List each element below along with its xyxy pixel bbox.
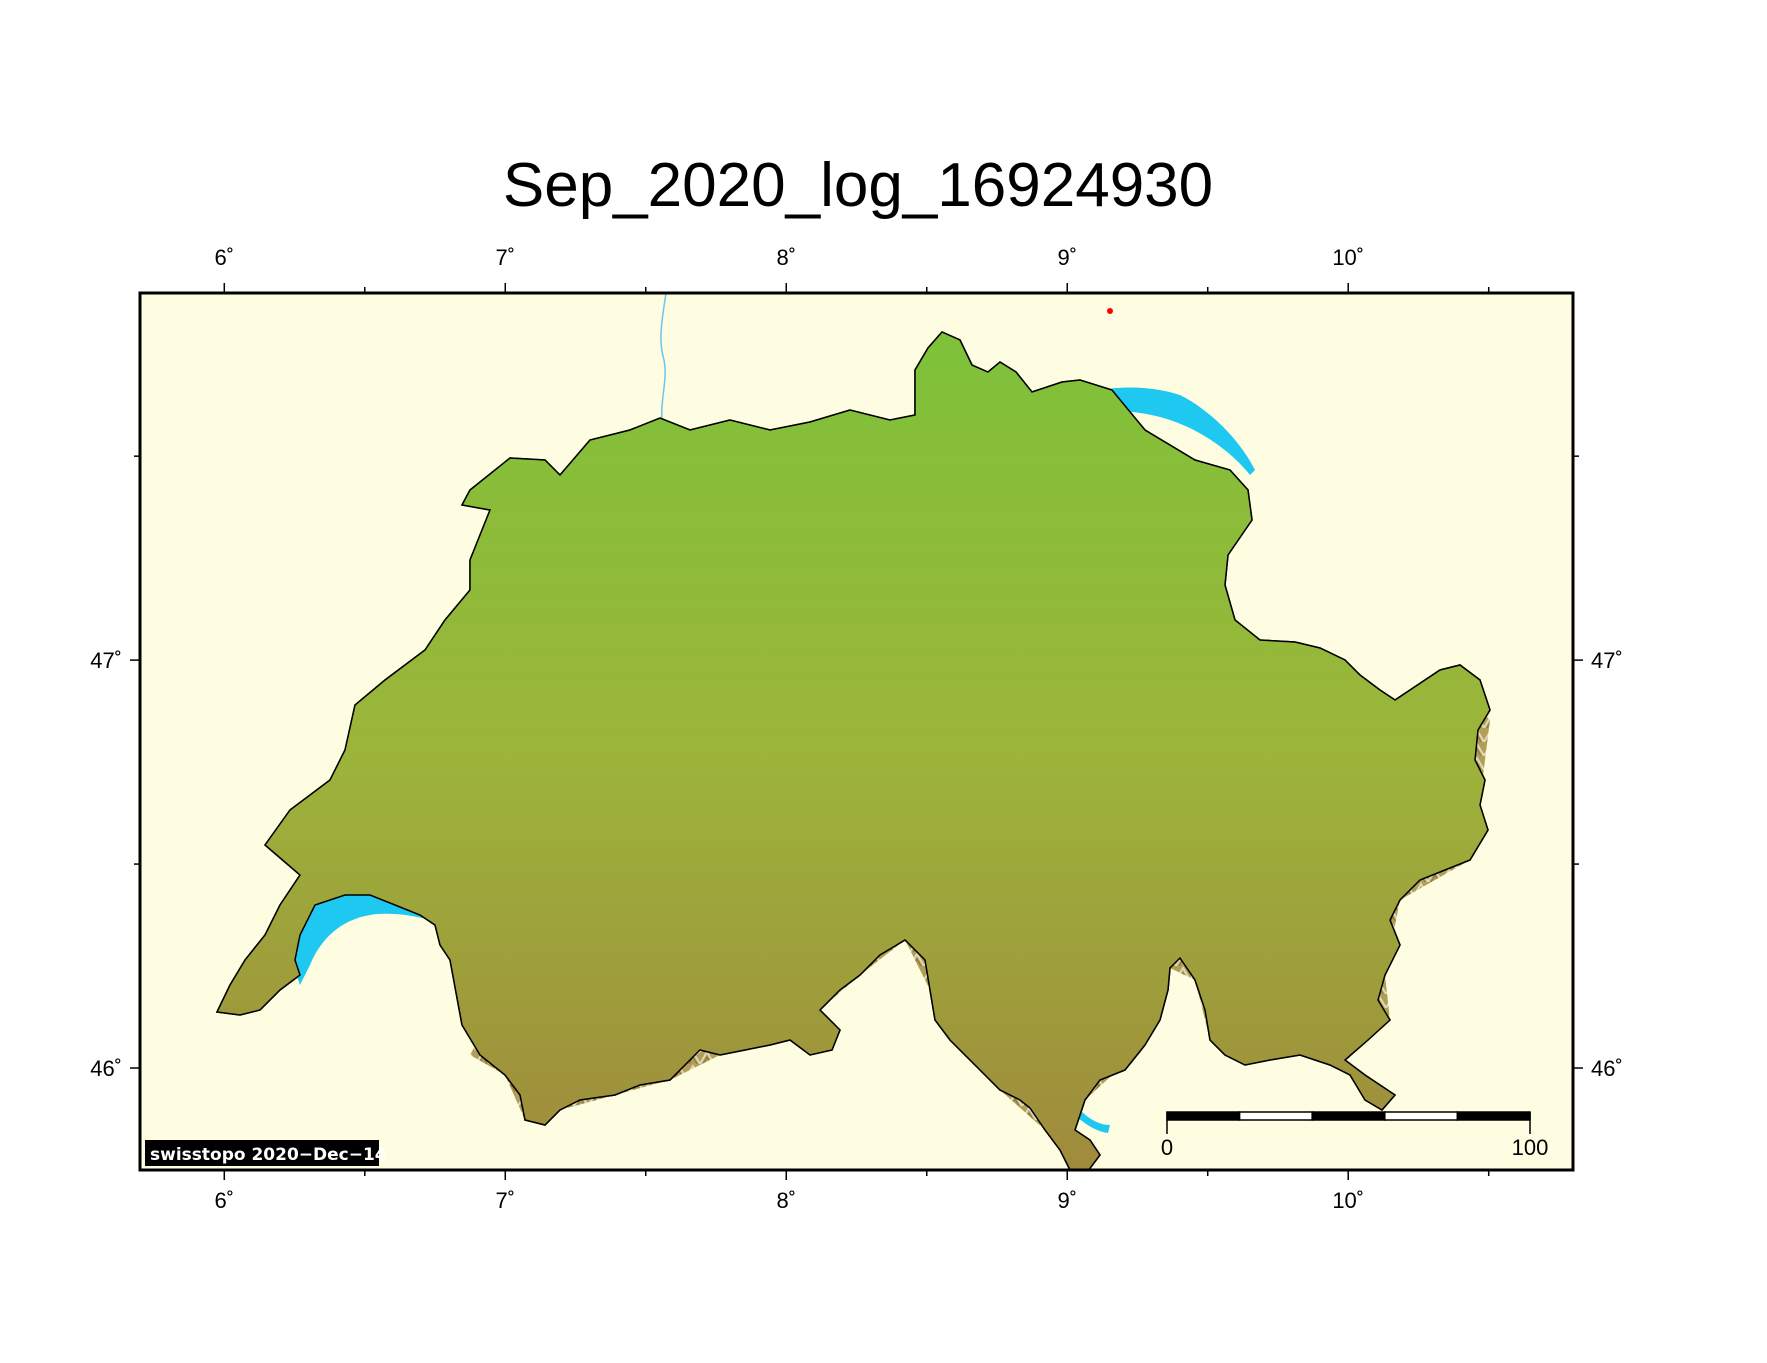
lon-tick-label-bottom: 7˚ <box>495 1188 515 1213</box>
river-line <box>660 293 667 421</box>
credit-text: swisstopo 2020−Dec−14 <box>150 1145 387 1165</box>
lon-tick-label-top: 10˚ <box>1332 245 1364 270</box>
axes: 6˚ 6˚ 7˚ 7˚ 8˚ 8˚ 9˚ 9˚ 10˚ 10˚ 46˚ 46˚ 47˚ 47˚ <box>90 245 1623 1213</box>
scale-start-label: 0 <box>1161 1135 1173 1160</box>
stray-point <box>1107 308 1113 314</box>
scale-segment <box>1456 1111 1531 1121</box>
lon-tick-label-bottom: 8˚ <box>776 1188 796 1213</box>
lon-tick-label-top: 8˚ <box>776 245 796 270</box>
map-content <box>215 293 1491 1170</box>
scale-segment <box>1238 1111 1313 1121</box>
credit-box: swisstopo 2020−Dec−14 <box>145 1140 387 1166</box>
scale-segment <box>1311 1111 1386 1121</box>
lon-tick-label-bottom: 9˚ <box>1057 1188 1077 1213</box>
map-title: Sep_2020_log_16924930 <box>503 151 1213 220</box>
scale-segment <box>1166 1111 1241 1121</box>
lat-tick-label-right: 47˚ <box>1591 648 1623 673</box>
lon-tick-label-bottom: 6˚ <box>215 1188 235 1213</box>
lon-tick-label-top: 9˚ <box>1057 245 1077 270</box>
scale-segment <box>1384 1111 1459 1121</box>
scale-end-label: 100 <box>1512 1135 1549 1160</box>
lat-tick-label-left: 46˚ <box>90 1056 122 1081</box>
lat-tick-label-right: 46˚ <box>1591 1056 1623 1081</box>
lon-tick-label-bottom: 10˚ <box>1332 1188 1364 1213</box>
lon-tick-label-top: 7˚ <box>495 245 515 270</box>
scale-bar: 0 100 <box>1161 1111 1549 1160</box>
lake-lugano <box>1078 1110 1110 1133</box>
lat-tick-label-left: 47˚ <box>90 648 122 673</box>
lon-tick-label-top: 6˚ <box>215 245 235 270</box>
map-frame <box>138 291 1575 1172</box>
